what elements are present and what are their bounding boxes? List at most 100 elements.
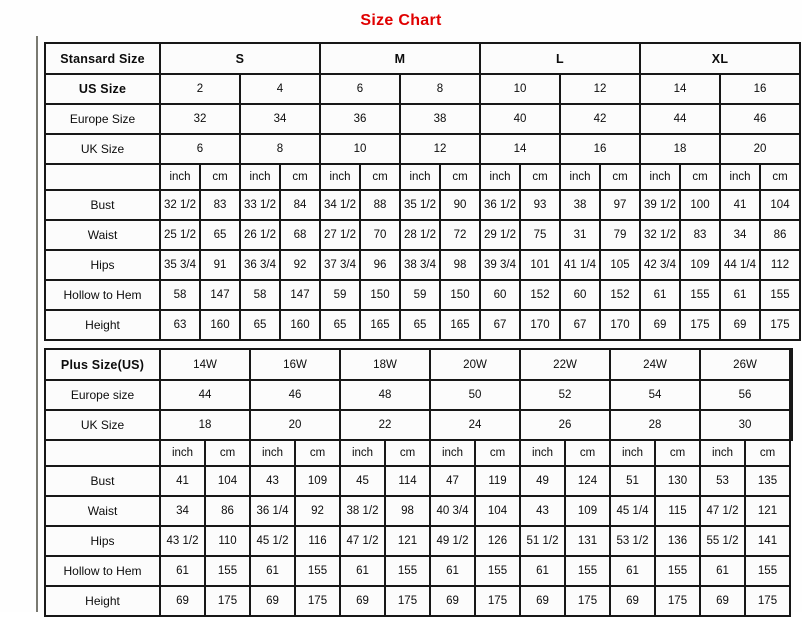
height-row: Height 63 160 65 160 65 165 65 165 67 170 67 170 69 17… <box>44 309 801 341</box>
hips-value: 37 3/4 <box>319 249 361 281</box>
uk-size-value: 22 <box>339 409 431 441</box>
hips-value: 38 3/4 <box>399 249 441 281</box>
hips-value: 44 1/4 <box>719 249 761 281</box>
europe-size-value: 44 <box>159 379 251 411</box>
unit-inch: inch <box>609 439 656 467</box>
hips-value: 53 1/2 <box>609 525 656 557</box>
uk-size-value: 16 <box>559 133 641 165</box>
uk-size-value: 18 <box>639 133 721 165</box>
row-label-hollow: Hollow to Hem <box>44 279 161 311</box>
row-label-uk-size: UK Size <box>44 133 161 165</box>
europe-size-value: 32 <box>159 103 241 135</box>
trailing-empty-cell <box>789 379 793 411</box>
size-group-xl: XL <box>639 42 801 75</box>
hollow-value: 59 <box>319 279 361 311</box>
bust-value: 36 1/2 <box>479 189 521 221</box>
waist-row: Waist 34 86 36 1/4 92 38 1/2 98 40 3/4 104 43 109 4… <box>44 495 792 527</box>
bust-value: 51 <box>609 465 656 497</box>
bust-value: 41 <box>719 189 761 221</box>
waist-value: 83 <box>679 219 721 251</box>
hollow-value: 58 <box>159 279 201 311</box>
bust-value: 47 <box>429 465 476 497</box>
hollow-value: 155 <box>679 279 721 311</box>
hips-value: 55 1/2 <box>699 525 746 557</box>
unit-cm: cm <box>679 163 721 191</box>
hips-value: 112 <box>759 249 801 281</box>
europe-size-value: 42 <box>559 103 641 135</box>
row-label-height: Height <box>44 309 161 341</box>
plus-size-value: 14W <box>159 348 251 381</box>
unit-inch: inch <box>339 439 386 467</box>
hollow-value: 61 <box>429 555 476 587</box>
unit-inch: inch <box>719 163 761 191</box>
hips-value: 35 3/4 <box>159 249 201 281</box>
hollow-value: 61 <box>719 279 761 311</box>
row-label-bust: Bust <box>44 465 161 497</box>
europe-size-value: 50 <box>429 379 521 411</box>
hips-value: 105 <box>599 249 641 281</box>
us-size-value: 8 <box>399 73 481 105</box>
uk-size-value: 28 <box>609 409 701 441</box>
hips-value: 42 3/4 <box>639 249 681 281</box>
waist-value: 43 <box>519 495 566 527</box>
uk-size-value: 30 <box>699 409 791 441</box>
waist-value: 68 <box>279 219 321 251</box>
hips-value: 43 1/2 <box>159 525 206 557</box>
page-title: Size Chart <box>360 12 442 29</box>
bust-value: 93 <box>519 189 561 221</box>
row-label-waist: Waist <box>44 495 161 527</box>
europe-size-value: 52 <box>519 379 611 411</box>
size-group-l: L <box>479 42 641 75</box>
bust-value: 114 <box>384 465 431 497</box>
trailing-blank <box>790 440 792 466</box>
unit-cm: cm <box>204 439 251 467</box>
waist-value: 45 1/4 <box>609 495 656 527</box>
height-value: 65 <box>319 309 361 341</box>
height-value: 175 <box>679 309 721 341</box>
plus-size-table-wrapper: Plus Size(US) 14W 16W 18W 20W 22W 24W 26W Europe… <box>44 348 793 617</box>
us-size-value: 16 <box>719 73 801 105</box>
uk-size-value: 20 <box>249 409 341 441</box>
bust-value: 97 <box>599 189 641 221</box>
us-size-row: US Size 2 4 6 8 10 12 14 16 <box>44 73 801 105</box>
hollow-value: 60 <box>479 279 521 311</box>
hollow-value: 61 <box>519 555 566 587</box>
hips-value: 45 1/2 <box>249 525 296 557</box>
hollow-value: 61 <box>159 555 206 587</box>
trailing-blank <box>790 526 792 556</box>
height-value: 170 <box>519 309 561 341</box>
row-label-europe-size: Europe Size <box>44 103 161 135</box>
hollow-value: 61 <box>639 279 681 311</box>
uk-size-row: UK Size 6 8 10 12 14 16 18 20 <box>44 133 801 165</box>
plus-size-value: 16W <box>249 348 341 381</box>
waist-value: 40 3/4 <box>429 495 476 527</box>
hollow-value: 61 <box>699 555 746 587</box>
height-value: 65 <box>399 309 441 341</box>
trailing-blank <box>790 556 792 586</box>
hips-value: 41 1/4 <box>559 249 601 281</box>
height-value: 175 <box>759 309 801 341</box>
waist-value: 27 1/2 <box>319 219 361 251</box>
waist-value: 32 1/2 <box>639 219 681 251</box>
hips-value: 136 <box>654 525 701 557</box>
trailing-blank <box>790 586 792 616</box>
unit-cm: cm <box>199 163 241 191</box>
plus-size-value: 18W <box>339 348 431 381</box>
unit-cm: cm <box>519 163 561 191</box>
height-value: 67 <box>479 309 521 341</box>
row-label-uk-size: UK Size <box>44 409 161 441</box>
height-value: 160 <box>199 309 241 341</box>
waist-value: 121 <box>744 495 791 527</box>
europe-size-value: 46 <box>719 103 801 135</box>
unit-row: inch cm inch cm inch cm inch cm inch cm inch cm inch… <box>44 163 801 191</box>
plus-size-value: 24W <box>609 348 701 381</box>
hips-value: 98 <box>439 249 481 281</box>
bust-value: 45 <box>339 465 386 497</box>
hips-row: Hips 35 3/4 91 36 3/4 92 37 3/4 96 38 3/4 98 39 3… <box>44 249 801 281</box>
bust-value: 90 <box>439 189 481 221</box>
row-label-standard-size: Stansard Size <box>44 42 161 75</box>
bust-value: 100 <box>679 189 721 221</box>
row-label-us-size: US Size <box>44 73 161 105</box>
bust-value: 119 <box>474 465 521 497</box>
hollow-value: 150 <box>359 279 401 311</box>
